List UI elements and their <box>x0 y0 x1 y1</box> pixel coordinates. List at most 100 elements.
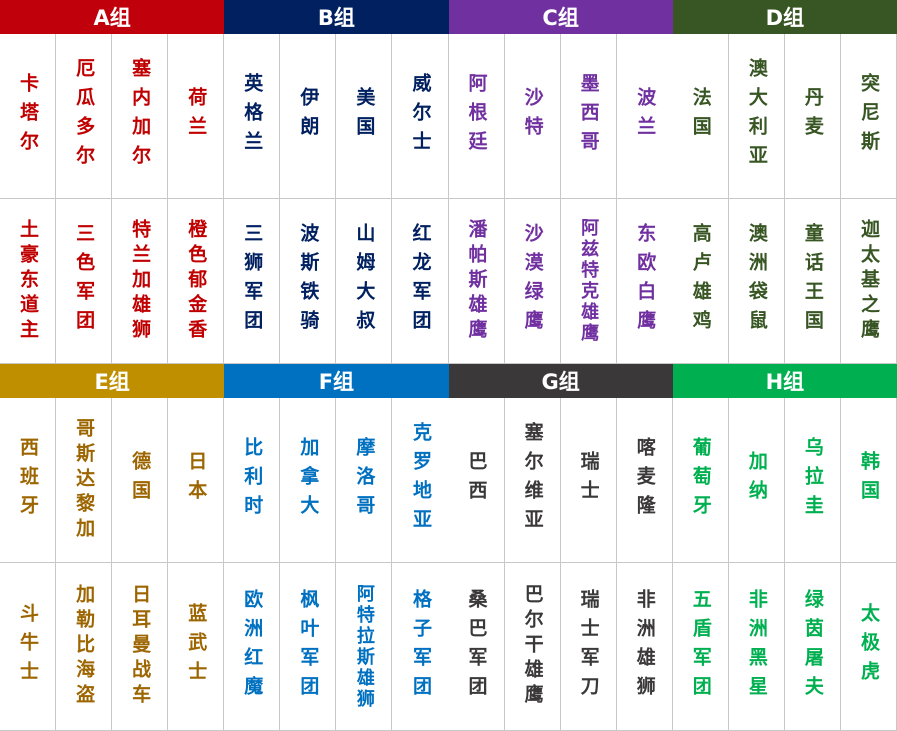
country-name: 荷兰 <box>185 87 208 145</box>
team-nickname: 非洲黑星 <box>745 588 768 705</box>
team-nickname: 澳洲袋鼠 <box>745 223 768 339</box>
nickname-cell: 蓝武士 <box>168 563 225 731</box>
nickname-cell: 日耳曼战车 <box>112 563 169 731</box>
team-nickname: 格子军团 <box>409 588 432 705</box>
country-cell: 丹麦 <box>784 34 841 199</box>
country-cell: 英格兰 <box>224 34 281 199</box>
country-cell: 威尔士 <box>392 34 449 199</box>
country-cell: 葡萄牙 <box>672 398 729 563</box>
nickname-cell: 东欧白鹰 <box>616 199 673 364</box>
country-name: 克罗地亚 <box>409 422 432 538</box>
country-cell: 比利时 <box>224 398 281 563</box>
nickname-cell: 特兰加雄狮 <box>112 199 169 364</box>
team-nickname: 三色军团 <box>73 223 96 339</box>
country-name: 喀麦隆 <box>633 436 656 524</box>
group-header: D组 <box>672 0 897 34</box>
country-name: 突尼斯 <box>857 72 880 160</box>
country-cell: 摩洛哥 <box>336 398 393 563</box>
team-nickname: 非洲雄狮 <box>633 588 656 705</box>
country-name: 卡塔尔 <box>17 72 40 160</box>
nickname-cell: 巴尔干雄鹰 <box>504 563 561 731</box>
nickname-cell: 沙漠绿鹰 <box>504 199 561 364</box>
country-cell: 塞内加尔 <box>112 34 169 199</box>
nickname-cell: 欧洲红魔 <box>224 563 281 731</box>
country-name: 比利时 <box>241 436 264 524</box>
team-nickname: 高卢雄鸡 <box>689 223 712 339</box>
team-nickname: 沙漠绿鹰 <box>521 223 544 339</box>
team-nickname: 橙色郁金香 <box>185 218 208 344</box>
country-cell: 西班牙 <box>0 398 57 563</box>
team-nickname: 枫叶军团 <box>297 588 320 705</box>
team-nickname: 迦太基之鹰 <box>857 218 880 344</box>
country-name: 墨西哥 <box>577 72 600 160</box>
country-name: 阿根廷 <box>465 72 488 160</box>
country-name: 塞尔维亚 <box>521 422 544 538</box>
nickname-cell: 橙色郁金香 <box>168 199 225 364</box>
nickname-cell: 阿兹特克雄鹰 <box>560 199 617 364</box>
team-nickname: 太极虎 <box>857 603 880 690</box>
country-name: 澳大利亚 <box>745 58 768 174</box>
country-name: 威尔士 <box>409 72 432 160</box>
country-name: 葡萄牙 <box>689 436 712 524</box>
nickname-cell: 五盾军团 <box>672 563 729 731</box>
country-cell: 澳大利亚 <box>728 34 785 199</box>
country-name: 英格兰 <box>241 72 264 160</box>
nickname-cell: 斗牛士 <box>0 563 57 731</box>
country-cell: 荷兰 <box>168 34 225 199</box>
team-nickname: 五盾军团 <box>689 588 712 705</box>
group-header: F组 <box>224 364 449 398</box>
country-cell: 塞尔维亚 <box>504 398 561 563</box>
nickname-cell: 非洲雄狮 <box>616 563 673 731</box>
team-nickname: 特兰加雄狮 <box>129 218 152 344</box>
team-nickname: 桑巴军团 <box>465 588 488 705</box>
country-cell: 阿根廷 <box>448 34 505 199</box>
nickname-cell: 瑞士军刀 <box>560 563 617 731</box>
country-cell: 突尼斯 <box>840 34 897 199</box>
country-cell: 墨西哥 <box>560 34 617 199</box>
nickname-cell: 格子军团 <box>392 563 449 731</box>
nickname-cell: 加勒比海盗 <box>56 563 113 731</box>
group-header: H组 <box>672 364 897 398</box>
group-header: G组 <box>448 364 673 398</box>
team-nickname: 瑞士军刀 <box>577 588 600 705</box>
country-cell: 美国 <box>336 34 393 199</box>
team-nickname: 阿特拉斯雄狮 <box>353 583 375 710</box>
nickname-cell: 迦太基之鹰 <box>840 199 897 364</box>
team-nickname: 童话王国 <box>801 223 824 339</box>
team-nickname: 东欧白鹰 <box>634 223 657 339</box>
team-nickname: 加勒比海盗 <box>73 584 96 709</box>
country-cell: 克罗地亚 <box>392 398 449 563</box>
country-cell: 加拿大 <box>280 398 337 563</box>
country-cell: 加纳 <box>728 398 785 563</box>
country-cell: 韩国 <box>840 398 897 563</box>
nickname-cell: 太极虎 <box>840 563 897 731</box>
team-nickname: 巴尔干雄鹰 <box>521 584 544 709</box>
nickname-cell: 潘帕斯雄鹰 <box>448 199 505 364</box>
country-cell: 伊朗 <box>280 34 337 199</box>
team-nickname: 山姆大叔 <box>353 223 376 339</box>
group-header: B组 <box>224 0 449 34</box>
nickname-cell: 童话王国 <box>784 199 841 364</box>
nickname-cell: 绿茵屠夫 <box>784 563 841 731</box>
country-name: 乌拉圭 <box>801 436 824 524</box>
country-name: 德国 <box>129 451 152 509</box>
country-name: 丹麦 <box>801 87 824 145</box>
country-name: 韩国 <box>857 451 880 509</box>
country-cell: 日本 <box>168 398 225 563</box>
country-cell: 乌拉圭 <box>784 398 841 563</box>
country-name: 法国 <box>689 87 712 145</box>
country-cell: 厄瓜多尔 <box>56 34 113 199</box>
nickname-cell: 波斯铁骑 <box>280 199 337 364</box>
nickname-cell: 桑巴军团 <box>448 563 505 731</box>
country-name: 厄瓜多尔 <box>73 58 96 174</box>
team-nickname: 三狮军团 <box>241 223 264 339</box>
country-cell: 巴西 <box>448 398 505 563</box>
country-cell: 喀麦隆 <box>616 398 673 563</box>
team-nickname: 绿茵屠夫 <box>801 588 824 705</box>
country-cell: 哥斯达黎加 <box>56 398 113 563</box>
team-nickname: 波斯铁骑 <box>297 223 320 339</box>
country-name: 沙特 <box>521 87 544 145</box>
nickname-cell: 山姆大叔 <box>336 199 393 364</box>
team-nickname: 日耳曼战车 <box>129 584 152 709</box>
